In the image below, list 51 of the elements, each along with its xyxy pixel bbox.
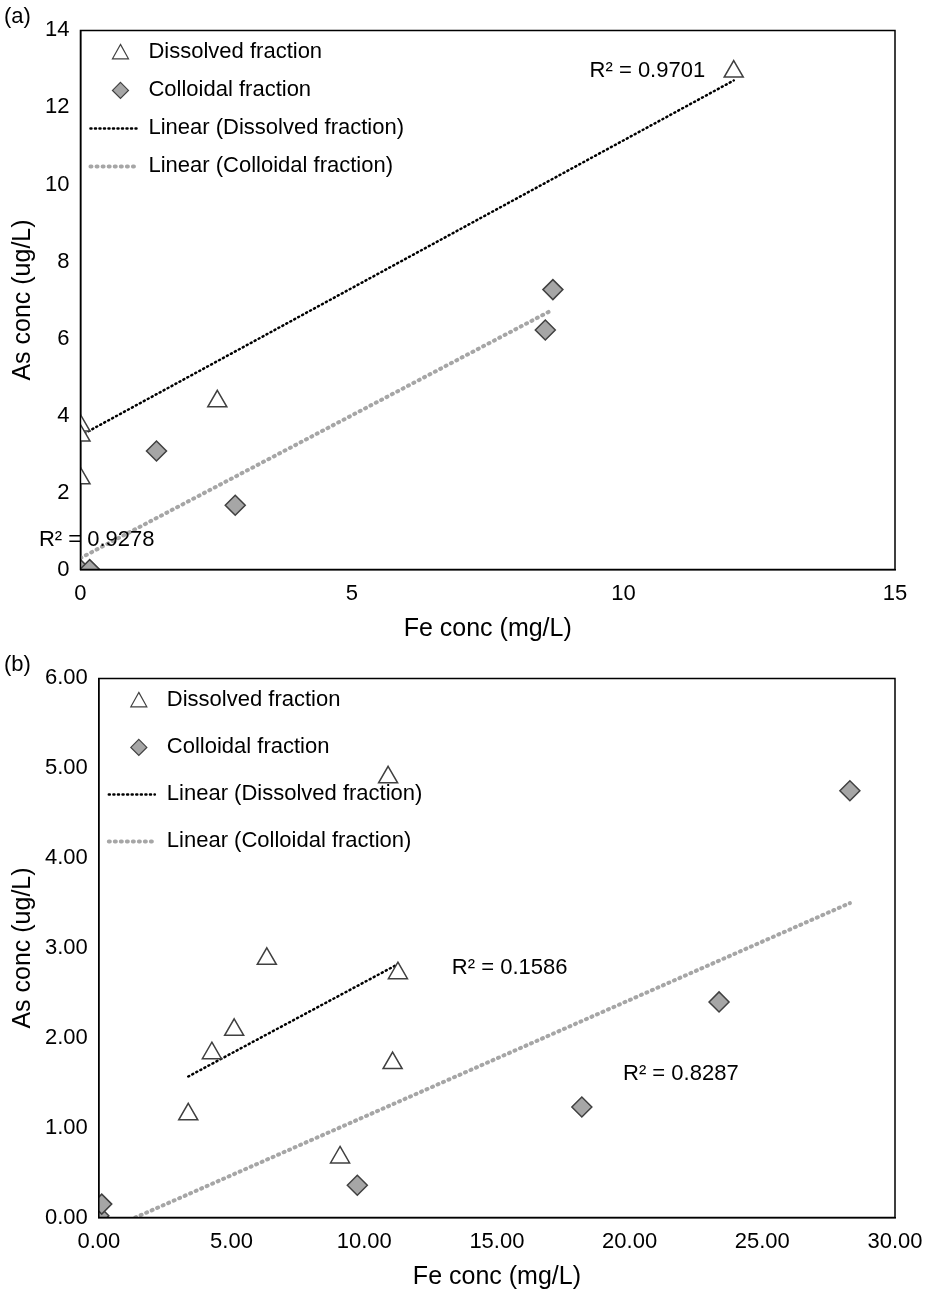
point xyxy=(201,1041,223,1060)
y-tick-label: 1.00 xyxy=(44,1113,88,1139)
point xyxy=(177,1102,199,1121)
annotation: R² = 0.9701 xyxy=(589,57,706,83)
y-axis-title: As conc (ug/L) xyxy=(6,219,35,381)
y-tick-label: 14 xyxy=(44,16,70,42)
y-tick-label: 0 xyxy=(57,555,70,581)
annotation: R² = 0.1586 xyxy=(451,954,568,980)
legend-label: Dissolved fraction xyxy=(148,38,323,64)
x-axis-title: Fe conc (mg/L) xyxy=(403,612,572,641)
legend-label: Linear (Dissolved fraction) xyxy=(148,114,405,140)
x-tick-label: 20.00 xyxy=(602,1227,658,1253)
legend-label: Colloidal fraction xyxy=(148,76,312,102)
x-tick-label: 10 xyxy=(611,579,636,605)
y-tick-label: 3.00 xyxy=(44,934,88,960)
annotation: R² = 0.9278 xyxy=(38,526,155,552)
x-tick-label: 5.00 xyxy=(210,1227,253,1253)
x-tick-label: 10.00 xyxy=(336,1227,392,1253)
x-tick-label: 0.00 xyxy=(77,1227,121,1253)
x-axis-title: Fe conc (mg/L) xyxy=(412,1260,581,1289)
legend-label: Colloidal fraction xyxy=(166,733,330,759)
legend-label: Linear (Dissolved fraction) xyxy=(166,780,423,806)
y-tick-label: 2.00 xyxy=(44,1023,88,1049)
point xyxy=(382,1051,403,1070)
y-tick-label: 10 xyxy=(44,170,70,196)
x-tick-label: 15 xyxy=(882,579,908,605)
x-tick-label: 5 xyxy=(345,579,359,605)
y-tick-label: 0.00 xyxy=(44,1203,88,1229)
point xyxy=(223,1018,245,1037)
y-tick-label: 12 xyxy=(44,93,70,119)
point xyxy=(377,765,399,784)
legend-label: Linear (Colloidal fraction) xyxy=(148,152,394,178)
chart-title: (b) xyxy=(4,651,31,677)
point xyxy=(387,961,409,980)
y-tick-label: 8 xyxy=(57,247,70,273)
x-tick-label: 30.00 xyxy=(867,1227,923,1253)
y-axis-title: As conc (ug/L) xyxy=(6,867,35,1029)
x-tick-label: 25.00 xyxy=(734,1227,790,1253)
y-tick-label: 6 xyxy=(57,324,70,350)
y-tick-label: 4 xyxy=(57,401,70,427)
legend-label: Linear (Colloidal fraction) xyxy=(166,827,412,853)
point xyxy=(256,947,278,966)
point xyxy=(329,1145,351,1164)
y-tick-label: 2 xyxy=(57,478,70,504)
annotation: R² = 0.8287 xyxy=(623,1059,739,1085)
y-tick-label: 5.00 xyxy=(44,754,88,780)
legend-label: Dissolved fraction xyxy=(166,686,341,712)
y-tick-label: 6.00 xyxy=(44,664,88,690)
x-tick-label: 15.00 xyxy=(469,1227,525,1253)
chart-title: (a) xyxy=(4,3,31,29)
y-tick-label: 4.00 xyxy=(44,844,88,870)
